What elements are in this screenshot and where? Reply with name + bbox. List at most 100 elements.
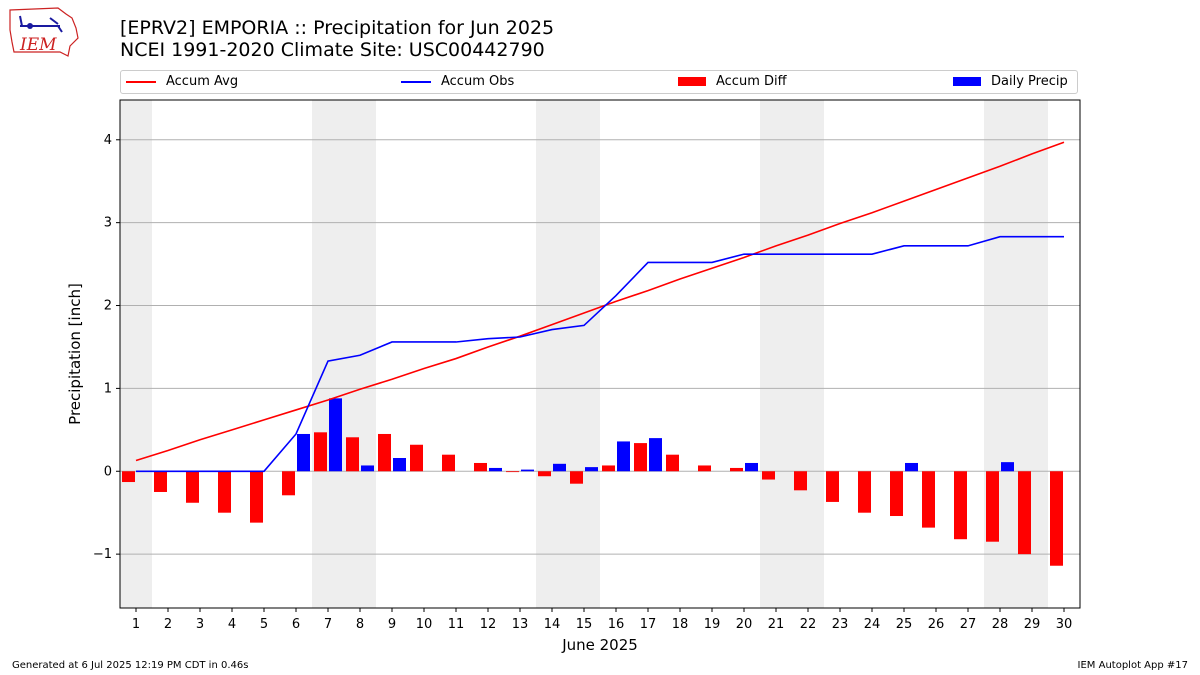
- x-tick-label: 4: [228, 617, 236, 632]
- daily-precip-bar: [745, 462, 758, 472]
- legend-item-daily-precip: Daily Precip: [953, 74, 1068, 90]
- daily-precip-bar: [297, 433, 310, 472]
- accum-diff-bar: [378, 433, 391, 472]
- daily-precip-bar: [393, 458, 406, 472]
- legend-swatch-daily-precip: [953, 77, 981, 86]
- x-tick-label: 20: [736, 617, 753, 632]
- x-tick-label: 13: [512, 617, 529, 632]
- daily-precip-bar: [329, 398, 342, 472]
- x-tick-label: 18: [672, 617, 689, 632]
- daily-precip-bar: [649, 438, 662, 472]
- x-tick-label: 29: [1024, 617, 1041, 632]
- accum-diff-bar: [314, 432, 327, 472]
- accum-diff-bar: [890, 471, 903, 517]
- y-tick-label: 3: [104, 216, 112, 231]
- daily-precip-bar: [521, 469, 534, 472]
- iem-logo: IEM: [9, 7, 79, 57]
- accum-diff-bar: [282, 471, 295, 496]
- y-axis-label: Precipitation [inch]: [66, 283, 84, 425]
- x-tick-label: 2: [164, 617, 172, 632]
- x-tick-label: 15: [576, 617, 593, 632]
- accum-diff-bar: [218, 471, 231, 513]
- legend-swatch-accum-diff: [678, 77, 706, 86]
- accum-diff-bar: [794, 471, 807, 491]
- accum-diff-bar: [250, 471, 263, 523]
- daily-precip-bar: [905, 462, 918, 472]
- accum-diff-bar: [858, 471, 871, 513]
- x-tick-label: 7: [324, 617, 332, 632]
- x-tick-label: 5: [260, 617, 268, 632]
- x-tick-label: 30: [1056, 617, 1073, 632]
- legend-label-accum-diff: Accum Diff: [716, 74, 787, 89]
- chart-title: [EPRV2] EMPORIA :: Precipitation for Jun…: [120, 17, 554, 61]
- y-tick-label: 4: [104, 133, 112, 148]
- legend-label-daily-precip: Daily Precip: [991, 74, 1068, 89]
- accum-obs-line: [136, 235, 1064, 473]
- x-tick-label: 19: [704, 617, 721, 632]
- daily-precip-bar: [361, 465, 374, 472]
- accum-diff-bar: [1018, 471, 1031, 555]
- footer-generated: Generated at 6 Jul 2025 12:19 PM CDT in …: [12, 660, 249, 671]
- accum-diff-bar: [154, 471, 167, 492]
- y-tick-label: −1: [93, 547, 112, 562]
- y-tick-label: 1: [104, 381, 112, 396]
- accum-diff-bar: [506, 471, 519, 473]
- legend-swatch-accum-avg: [126, 80, 156, 83]
- x-tick-label: 27: [960, 617, 977, 632]
- accum-diff-bar: [730, 467, 743, 472]
- x-tick-label: 26: [928, 617, 945, 632]
- accum-avg-line: [135, 141, 1065, 462]
- daily-precip-bar: [585, 467, 598, 472]
- x-tick-label: 25: [896, 617, 913, 632]
- y-tick-label: 2: [104, 299, 112, 314]
- daily-precip-bar: [1001, 462, 1014, 472]
- accum-diff-bar: [122, 471, 135, 483]
- accum-diff-bar: [474, 462, 487, 472]
- x-tick-label: 16: [608, 617, 625, 632]
- x-tick-label: 12: [480, 617, 497, 632]
- accum-diff-bar: [442, 454, 455, 472]
- footer-app: IEM Autoplot App #17: [1077, 660, 1188, 671]
- accum-diff-bar: [570, 471, 583, 484]
- weekend-shade: [760, 100, 824, 608]
- daily-precip-bar: [489, 467, 502, 472]
- x-tick-label: 11: [448, 617, 465, 632]
- x-tick-label: 6: [292, 617, 300, 632]
- accum-diff-bar: [602, 465, 615, 472]
- x-tick-label: 17: [640, 617, 657, 632]
- x-axis-label: June 2025: [561, 636, 638, 654]
- y-tick-label: 0: [104, 464, 112, 479]
- x-tick-label: 22: [800, 617, 817, 632]
- x-tick-label: 1: [132, 617, 140, 632]
- legend-label-accum-obs: Accum Obs: [441, 74, 515, 89]
- weekend-shade: [536, 100, 600, 608]
- accum-diff-bar: [410, 444, 423, 472]
- x-tick-label: 10: [416, 617, 433, 632]
- x-tick-label: 21: [768, 617, 785, 632]
- accum-diff-bar: [698, 465, 711, 472]
- accum-diff-bar: [538, 471, 551, 477]
- daily-precip-bar: [617, 441, 630, 472]
- accum-diff-bar: [954, 471, 967, 540]
- x-tick-label: 9: [388, 617, 396, 632]
- x-tick-label: 8: [356, 617, 364, 632]
- accum-diff-bar: [634, 443, 647, 472]
- weekend-shade: [120, 100, 152, 608]
- legend-item-accum-obs: Accum Obs: [401, 74, 514, 90]
- legend: Accum Avg Accum Obs Accum Diff Daily Pre…: [120, 70, 1078, 94]
- logo-text: IEM: [19, 35, 57, 55]
- accum-diff-bar: [1050, 471, 1063, 566]
- legend-item-accum-diff: Accum Diff: [678, 74, 787, 90]
- x-tick-label: 23: [832, 617, 849, 632]
- daily-precip-bar: [553, 463, 566, 472]
- x-tick-label: 3: [196, 617, 204, 632]
- accum-diff-bar: [186, 471, 199, 503]
- accum-diff-bar: [346, 437, 359, 472]
- legend-item-accum-avg: Accum Avg: [126, 74, 238, 90]
- accum-diff-bar: [666, 454, 679, 472]
- title-line-1: [EPRV2] EMPORIA :: Precipitation for Jun…: [120, 17, 555, 39]
- x-tick-label: 14: [544, 617, 561, 632]
- weekend-shade: [312, 100, 376, 608]
- plot-frame: [119, 99, 1081, 609]
